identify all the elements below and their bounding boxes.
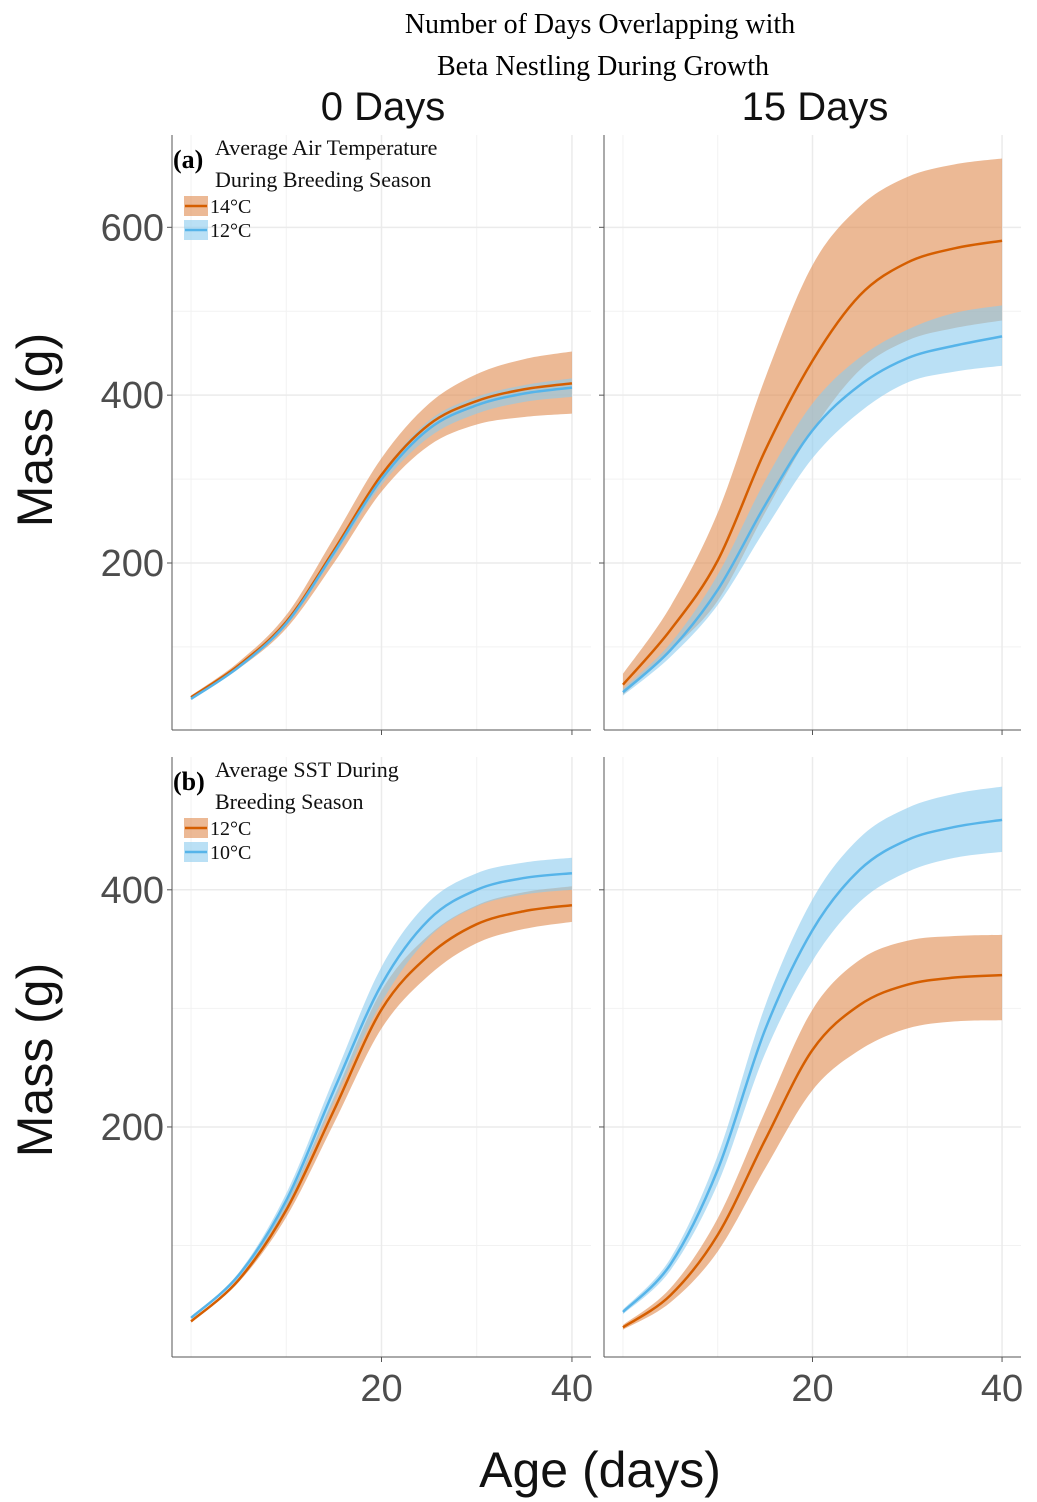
panel: 200 400 20 40 (b) Average SST During Breeding … [101, 757, 593, 1410]
legend-title: During Breeding Season [215, 167, 431, 192]
line [190, 386, 573, 700]
y-tick-label: 200 [101, 543, 164, 585]
x-tick-label: 20 [791, 1368, 833, 1410]
line [622, 818, 1003, 1313]
panel [599, 135, 1021, 735]
panel-label: (a) [173, 145, 203, 174]
legend-title: Average Air Temperature [215, 135, 437, 160]
confidence-band [191, 886, 572, 1323]
panel-label: (b) [173, 767, 205, 796]
legend-label: 14°C [210, 196, 251, 218]
column-title: 0 Days [321, 85, 446, 129]
y-tick-label: 600 [101, 207, 164, 249]
confidence-band [622, 786, 1003, 1315]
line [622, 239, 1003, 686]
line [190, 871, 573, 1319]
y-tick-label: 400 [101, 375, 164, 417]
column-title: 15 Days [742, 85, 889, 129]
y-axis-label: Mass (g) [7, 963, 63, 1157]
panel: 20 40 [599, 757, 1023, 1410]
legend-label: 12°C [210, 818, 251, 840]
legend-label: 10°C [210, 842, 251, 864]
legend-title: Breeding Season [215, 789, 363, 814]
x-tick-label: 40 [551, 1368, 593, 1410]
legend-label: 12°C [210, 220, 251, 242]
line [622, 973, 1003, 1329]
confidence-band [622, 305, 1003, 696]
line [190, 903, 573, 1323]
x-tick-label: 40 [981, 1368, 1023, 1410]
legend-title: Average SST During [215, 757, 399, 782]
panel: 200 400 600 (a) Average Air Temperature Durin… [101, 135, 591, 735]
confidence-band [622, 934, 1003, 1330]
x-tick-label: 20 [360, 1368, 402, 1410]
chart-title: Number of Days Overlapping with [405, 9, 795, 40]
y-tick-label: 400 [101, 870, 164, 912]
y-tick-label: 200 [101, 1107, 164, 1149]
chart-title: Beta Nestling During Growth [437, 51, 769, 82]
y-axis-label: Mass (g) [7, 333, 63, 527]
x-axis-label: Age (days) [479, 1442, 721, 1498]
line [622, 335, 1003, 694]
confidence-band [191, 857, 572, 1320]
